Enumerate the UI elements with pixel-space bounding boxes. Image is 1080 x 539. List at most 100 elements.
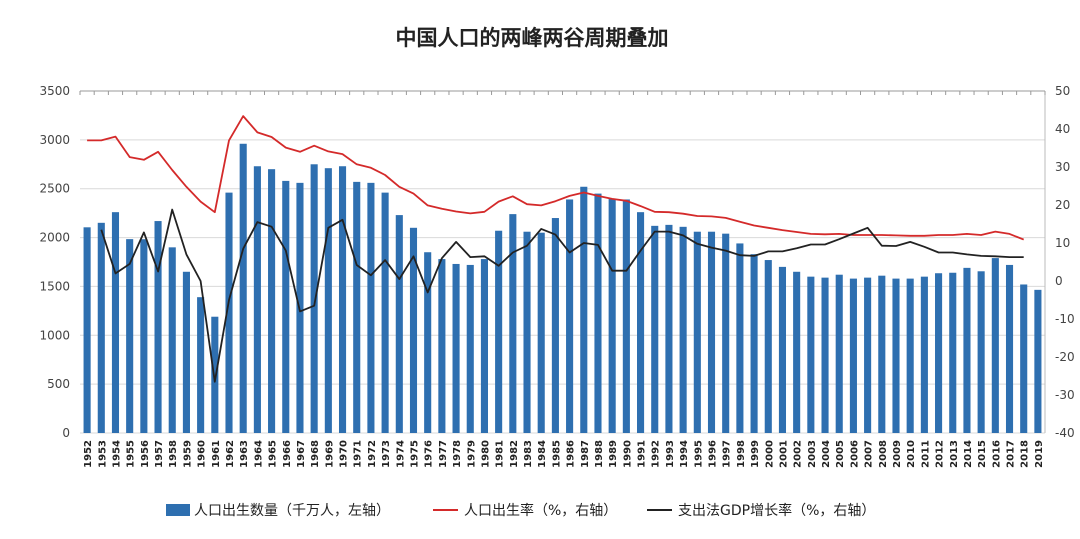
x-tick-label: 1956: [140, 440, 151, 468]
x-tick-label: 1987: [580, 440, 591, 468]
axes: 0500100015002000250030003500-40-30-20-10…: [39, 84, 1074, 468]
bar: [1020, 284, 1028, 433]
right-axis-tick-label: 50: [1055, 84, 1070, 98]
bar: [622, 199, 630, 433]
chart-title: 中国人口的两峰两谷周期叠加: [396, 26, 669, 50]
x-tick-label: 1985: [551, 440, 562, 468]
x-tick-label: 2013: [949, 440, 960, 468]
bar: [367, 182, 375, 433]
bar: [126, 239, 134, 433]
x-tick-label: 2014: [963, 440, 974, 468]
x-tick-label: 1998: [736, 440, 747, 468]
bar: [338, 166, 347, 434]
x-tick-label: 2005: [835, 440, 846, 468]
x-tick-label: 1970: [339, 440, 350, 468]
line-series: [87, 115, 1025, 383]
bar: [523, 231, 531, 433]
bar: [608, 198, 616, 433]
x-tick-label: 1975: [409, 440, 420, 468]
x-tick-label: 2018: [1020, 440, 1031, 468]
x-tick-label: 1958: [168, 440, 179, 468]
bar: [438, 259, 446, 433]
x-tick-label: 1997: [722, 440, 733, 468]
x-tick-label: 1995: [693, 440, 704, 468]
bar: [480, 259, 488, 433]
right-axis-tick-label: 40: [1055, 122, 1070, 136]
x-tick-label: 1977: [438, 440, 449, 468]
left-axis-tick-label: 1000: [39, 328, 70, 342]
x-tick-label: 2012: [935, 440, 946, 468]
x-tick-label: 2017: [1006, 440, 1017, 468]
right-axis-tick-label: 30: [1055, 160, 1070, 174]
bar: [551, 218, 559, 433]
right-axis-tick-label: 20: [1055, 198, 1070, 212]
x-tick-label: 1976: [424, 440, 435, 468]
left-axis-tick-label: 0: [62, 426, 70, 440]
x-tick-label: 1952: [83, 440, 94, 468]
bar: [864, 277, 872, 433]
bar: [310, 164, 318, 434]
x-tick-label: 1962: [225, 440, 236, 468]
bar: [97, 222, 105, 433]
bar: [424, 252, 432, 433]
x-tick-label: 1967: [296, 440, 307, 468]
bar: [963, 267, 971, 433]
bar: [395, 215, 403, 433]
x-tick-label: 2010: [906, 440, 917, 468]
bar: [353, 181, 361, 433]
x-tick-label: 1954: [111, 440, 122, 468]
left-axis-tick-label: 3000: [39, 133, 70, 147]
bar: [594, 193, 602, 433]
x-tick-label: 2000: [764, 440, 775, 468]
legend-swatch-births: [166, 504, 190, 516]
bar: [324, 168, 332, 434]
legend-label-births: 人口出生数量（千万人，左轴）: [194, 503, 390, 519]
bar: [409, 227, 418, 433]
x-tick-label: 1980: [480, 440, 491, 468]
x-tick-label: 1960: [197, 440, 208, 468]
bar: [679, 226, 687, 433]
x-tick-label: 1978: [452, 440, 463, 468]
x-tick-label: 1971: [353, 440, 364, 468]
bar: [736, 243, 744, 433]
bar: [537, 232, 545, 433]
line-birth-rate: [87, 115, 1025, 241]
bar: [83, 227, 91, 433]
bar: [466, 264, 474, 433]
bar: [566, 199, 574, 433]
line-gdp-growth: [100, 208, 1024, 383]
x-tick-label: 1963: [239, 440, 250, 468]
x-tick-label: 2008: [878, 440, 889, 468]
bar: [154, 221, 162, 433]
x-tick-label: 1981: [495, 440, 506, 468]
bar: [949, 272, 957, 433]
x-tick-label: 1961: [211, 440, 222, 468]
bar: [452, 263, 460, 433]
bar: [665, 224, 673, 433]
x-tick-label: 1979: [466, 440, 477, 468]
x-tick-label: 2016: [991, 440, 1002, 468]
x-tick-label: 1992: [651, 440, 662, 468]
bar: [892, 278, 900, 433]
x-tick-label: 1993: [665, 440, 676, 468]
x-tick-label: 1973: [381, 440, 392, 468]
bar: [168, 247, 176, 433]
bar: [268, 169, 276, 433]
x-tick-label: 1982: [509, 440, 520, 468]
bar: [750, 254, 758, 433]
x-tick-label: 1990: [622, 440, 633, 468]
x-tick-label: 1972: [367, 440, 378, 468]
bar: [778, 266, 787, 433]
x-tick-label: 1965: [268, 440, 279, 468]
legend-label-gdp: 支出法GDP增长率（%，右轴）: [678, 502, 875, 519]
bar: [693, 231, 701, 433]
x-tick-label: 2002: [793, 440, 804, 468]
legend-label-birth-rate: 人口出生率（%，右轴）: [464, 502, 617, 519]
left-axis-tick-label: 3500: [39, 84, 70, 98]
bar: [651, 225, 659, 433]
bar: [935, 273, 943, 433]
right-axis-tick-label: -40: [1055, 426, 1075, 440]
left-axis-tick-label: 2000: [39, 231, 70, 245]
bar-series: [83, 143, 1042, 434]
x-tick-label: 2015: [977, 440, 988, 468]
